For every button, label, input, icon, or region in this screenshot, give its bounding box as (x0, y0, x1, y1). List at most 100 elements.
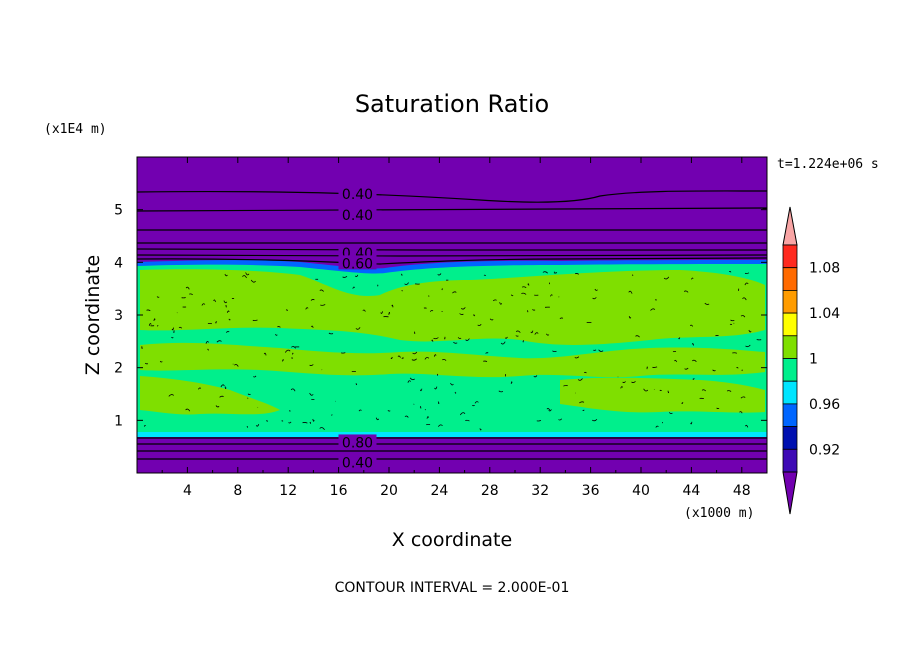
x-tick-label: 44 (682, 483, 700, 499)
contour-fragment (681, 401, 684, 404)
contour-fragment (574, 356, 580, 359)
colorbar-label: 0.96 (809, 397, 840, 413)
contour-fragment (309, 364, 314, 366)
contour-fragment (223, 300, 228, 304)
contour-fragment (397, 355, 401, 358)
contour-fragment (411, 358, 417, 361)
contour-line (137, 257, 767, 265)
contour-fragment (228, 318, 231, 321)
y-tick-label: 2 (114, 361, 123, 377)
supersaturated-patch (140, 342, 765, 378)
x-tick-label: 20 (380, 483, 398, 499)
contour-fragment (745, 424, 749, 428)
x-axis: 4 8 12 16 20 24 28 32 36 40 44 48 (161, 157, 751, 499)
contour-fragment (558, 418, 563, 421)
contour-fragment (342, 275, 348, 278)
contour-fragment (277, 326, 281, 328)
contour-fragment (437, 401, 440, 405)
contour-fragment (290, 388, 296, 392)
contour-fragment (582, 409, 585, 411)
contour-fragment (355, 327, 361, 330)
contour-fragment (407, 380, 411, 383)
contour-fragment (355, 383, 358, 386)
contour-fragment (477, 323, 482, 326)
contour-fragment (310, 299, 315, 301)
contour-fragment (740, 396, 746, 399)
contour-fragment (667, 390, 670, 394)
contour-label-backing (338, 255, 377, 270)
cloud-top-rim (137, 260, 767, 274)
contour-fragment (459, 412, 466, 416)
contour-fragment (628, 290, 633, 294)
contour-fragment (620, 386, 623, 389)
time-label: t=1.224e+06 s (777, 157, 879, 172)
contour-fragment (742, 297, 747, 301)
contour-fragment (515, 335, 519, 337)
contour-fragment (442, 358, 447, 361)
contour-fragment (536, 420, 542, 422)
contour-fragment (546, 333, 550, 336)
contour-fragment (692, 359, 697, 363)
x-unit-label: (x1000 m) (684, 506, 754, 521)
contour-fragment (674, 359, 677, 363)
contour-fragment (465, 338, 470, 341)
contour-fragment (292, 352, 294, 355)
contour-fragment (655, 425, 659, 428)
contour-fragment (745, 344, 751, 348)
contour-fragment (328, 332, 334, 335)
contour-fragment (728, 271, 732, 273)
contour-fragment (704, 302, 710, 305)
contour-fragment (553, 272, 558, 274)
contour-fragment (510, 294, 514, 297)
x-tick-label: 48 (733, 483, 751, 499)
contour-fragment (220, 384, 225, 388)
contour-fragment (226, 310, 230, 313)
contour-fragment (594, 288, 598, 291)
x-tick-label: 8 (233, 483, 242, 499)
contour-fragment (668, 412, 673, 415)
contour-fragment (288, 421, 292, 424)
contour-fragment (643, 388, 649, 392)
contour-label: 0.60 (342, 256, 373, 272)
contour-fragment (504, 336, 508, 339)
contour-fragment (285, 309, 288, 312)
contour-fragment (319, 289, 324, 292)
contour-fragment (592, 297, 597, 300)
contour-fragment (701, 389, 707, 392)
contour-fragment (388, 312, 391, 315)
x-tick-label: 32 (531, 483, 549, 499)
contour-fragment (532, 309, 536, 311)
x-tick-label: 36 (582, 483, 600, 499)
contour-fragment (201, 303, 206, 306)
contour-fragment (390, 356, 393, 359)
contour-fragment (213, 299, 216, 303)
colorbar-swatch (782, 244, 798, 269)
contour-fragment (744, 272, 750, 274)
contour-line (137, 254, 767, 257)
contour-fragment (483, 360, 488, 362)
contour-fragment (358, 409, 362, 412)
contour-fragment (492, 299, 497, 302)
contour-fragment (171, 336, 174, 339)
contour-fragment (479, 428, 482, 431)
contour-fragment (474, 401, 479, 404)
contour-fragment (740, 315, 746, 318)
contour-fragment (242, 275, 247, 279)
contour-fragment (453, 341, 458, 344)
contour-fragment (736, 367, 739, 369)
colorbar-label: 1 (809, 352, 818, 368)
contour-fragment (598, 349, 604, 352)
contour-fragment (433, 354, 437, 357)
contour-fragment (207, 348, 209, 351)
contour-fragment (712, 369, 716, 372)
colorbar-swatch (782, 289, 798, 314)
colorbar-label: 1.08 (809, 261, 840, 277)
y-tick-label: 1 (114, 413, 123, 429)
contour-fragment (465, 419, 470, 422)
contour-fragment (153, 318, 156, 321)
contour-fragment (450, 382, 454, 386)
contour-label-backing (338, 185, 377, 200)
contour-fragment (732, 352, 738, 354)
contour-fragment (409, 377, 415, 381)
